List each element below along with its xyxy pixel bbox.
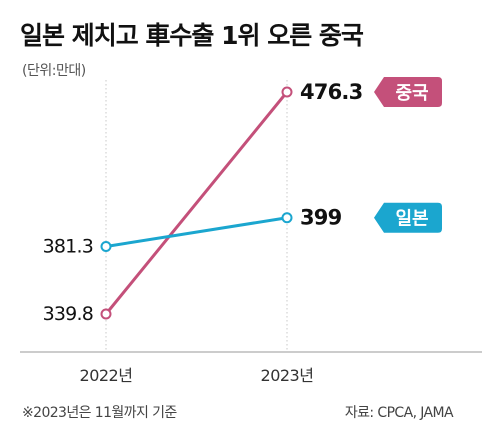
data-label: 339.8 bbox=[43, 303, 93, 325]
data-point bbox=[281, 212, 293, 224]
legend-label: 일본 bbox=[395, 209, 428, 230]
unit-label: (단위:만대) bbox=[22, 63, 86, 79]
chart-title: 일본 제치고 車수출 1위 오른 중국 bbox=[20, 21, 364, 50]
source-note: 자료: CPCA, JAMA bbox=[344, 405, 454, 421]
data-point bbox=[281, 86, 293, 98]
data-label: 381.3 bbox=[43, 236, 93, 258]
series-line-japan bbox=[104, 216, 289, 249]
legend-label: 중국 bbox=[395, 83, 428, 104]
footnote: ※2023년은 11월까지 기준 bbox=[22, 405, 177, 421]
series-line-china bbox=[104, 90, 289, 316]
x-tick-label: 2022년 bbox=[80, 366, 133, 385]
x-tick-label: 2023년 bbox=[261, 366, 314, 385]
data-point bbox=[100, 308, 112, 320]
data-point bbox=[100, 241, 112, 253]
data-label: 476.3 bbox=[300, 80, 362, 104]
data-label: 399 bbox=[300, 206, 342, 230]
series-tag-japan bbox=[374, 202, 442, 233]
series-tag-china bbox=[374, 77, 442, 107]
